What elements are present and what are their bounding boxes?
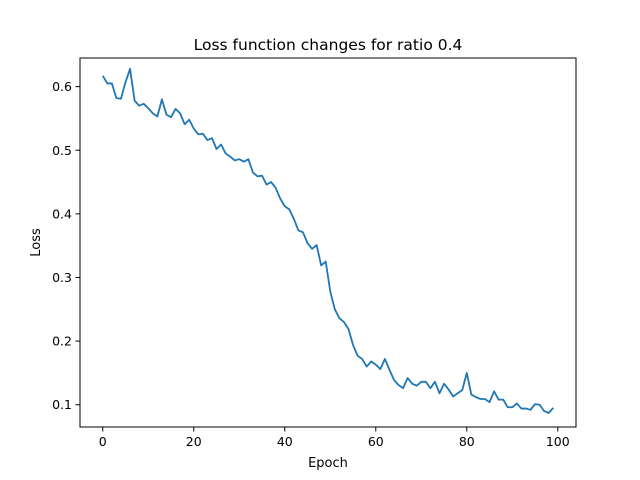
x-axis: 0 20 40 60 80 100 xyxy=(99,427,570,449)
x-tick-label: 0 xyxy=(99,434,107,449)
x-axis-label: Epoch xyxy=(308,456,348,471)
plot-area xyxy=(101,67,554,414)
loss-series-line xyxy=(101,67,554,414)
y-tick-label: 0.1 xyxy=(52,397,72,412)
x-tick-label: 40 xyxy=(277,434,293,449)
y-tick-label: 0.3 xyxy=(52,270,72,285)
y-tick-label: 0.6 xyxy=(52,79,72,94)
y-tick-label: 0.5 xyxy=(52,143,72,158)
chart-title: Loss function changes for ratio 0.4 xyxy=(194,36,463,54)
y-tick-label: 0.4 xyxy=(52,206,72,221)
axes-frame xyxy=(79,57,577,428)
x-tick-label: 100 xyxy=(546,434,570,449)
y-axis: 0.1 0.2 0.3 0.4 0.5 0.6 xyxy=(52,79,80,412)
x-tick-label: 60 xyxy=(368,434,384,449)
y-axis-label: Loss xyxy=(29,228,44,257)
x-tick-label: 20 xyxy=(186,434,202,449)
x-tick-label: 80 xyxy=(459,434,475,449)
y-tick-label: 0.2 xyxy=(52,334,72,349)
